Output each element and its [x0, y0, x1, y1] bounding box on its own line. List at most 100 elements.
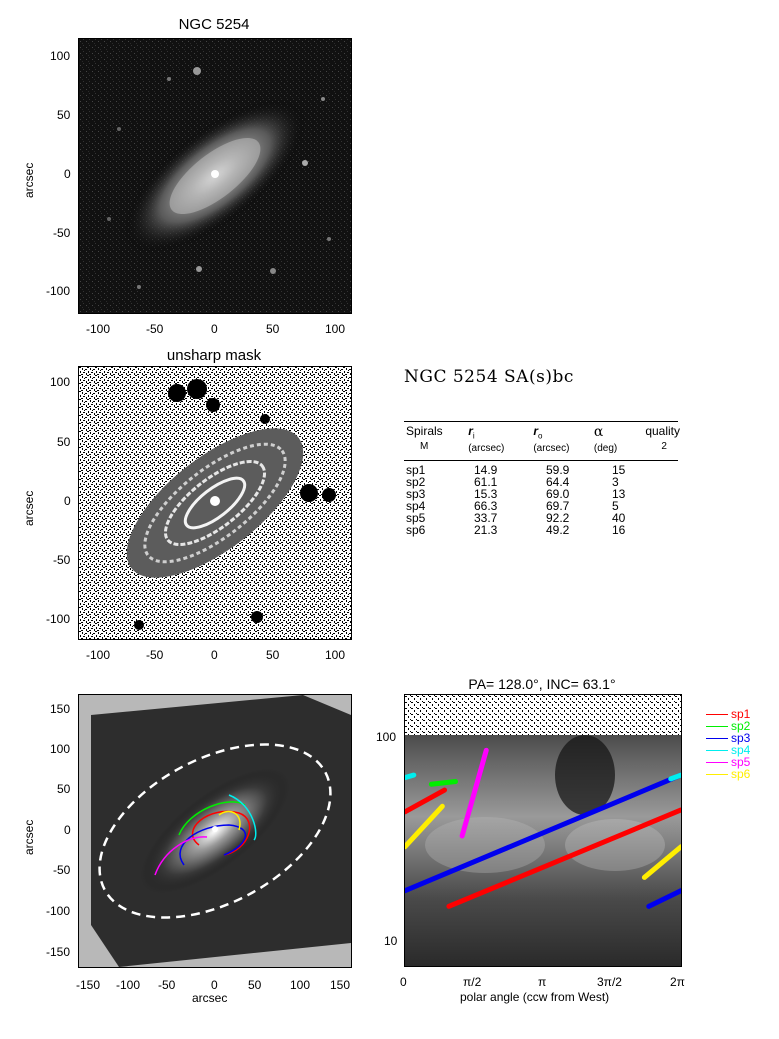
chart-title: PA= 128.0°, INC= 63.1°: [468, 676, 616, 692]
polar-xlabel: polar angle (ccw from West): [460, 990, 610, 1004]
sp5-segment: [459, 747, 489, 839]
row-ri: 14.9: [474, 463, 498, 477]
ytick: -50: [53, 226, 71, 240]
sp6-segment: [641, 844, 681, 880]
sp3-segment: [405, 772, 681, 894]
table-row: sp2 61.1 64.4 3: [402, 476, 684, 488]
table-row: sp4 66.3 69.7 5: [402, 500, 684, 512]
panel1-ylabel: arcsec: [22, 162, 36, 198]
table-row: sp6 21.3 49.2 16: [402, 524, 684, 536]
xtick: 150: [330, 978, 351, 992]
xtick: 50: [248, 978, 262, 992]
xtick: 100: [325, 648, 346, 662]
xtick: 100: [290, 978, 311, 992]
row-alpha: 16: [612, 523, 626, 537]
galaxy-image-unsharp: [78, 366, 352, 640]
row-alpha: 5: [612, 499, 619, 513]
col-ri-header: ri (arcsec): [468, 424, 505, 455]
ytick: 100: [50, 375, 71, 389]
row-ri: 66.3: [474, 499, 498, 513]
ytick: 100: [50, 742, 71, 756]
xtick: π/2: [463, 975, 482, 989]
xtick: -100: [86, 648, 111, 662]
table-row: sp3 15.3 69.0 13: [402, 488, 684, 500]
row-alpha: 3: [612, 475, 619, 489]
table-top-rule: [404, 421, 678, 422]
row-name: sp6: [406, 523, 426, 537]
ytick: -50: [53, 863, 71, 877]
ytick: -50: [53, 553, 71, 567]
xtick: 0: [211, 322, 218, 336]
panel-title-ngc5254: NGC 5254: [178, 16, 250, 33]
row-name: sp4: [406, 499, 426, 513]
xtick: -150: [76, 978, 101, 992]
row-ro: 64.4: [546, 475, 570, 489]
ytick: 10: [384, 934, 398, 948]
ytick: -100: [46, 284, 71, 298]
col-ro-header: ro (arcsec): [533, 424, 570, 455]
legend-label-sp5: sp5: [731, 755, 751, 769]
sp2-segment: [428, 779, 459, 787]
spiral-parameters-table: Spirals M ri (arcsec) ro (arcsec) α (deg) qu…: [402, 424, 684, 454]
galaxy-unsharp-svg: [79, 367, 351, 639]
legend-label-sp4: sp4: [731, 743, 751, 757]
sp1-segment: [405, 787, 448, 815]
xtick: 50: [266, 322, 280, 336]
table-row: sp5 33.7 92.2 40: [402, 512, 684, 524]
legend-swatch-sp4: [706, 750, 728, 751]
ytick: 0: [64, 494, 71, 508]
ytick: 100: [50, 49, 71, 63]
ytick: 0: [64, 823, 71, 837]
row-ro: 49.2: [546, 523, 570, 537]
xtick: 2π: [670, 975, 685, 989]
sp3-segment: [646, 888, 681, 909]
row-alpha: 15: [612, 463, 626, 477]
col-alpha-header: α (deg): [593, 424, 618, 454]
row-ri: 33.7: [474, 511, 498, 525]
xtick: 0: [211, 978, 218, 992]
ytick: -100: [46, 904, 71, 918]
col-spirals-header: Spirals M: [406, 424, 443, 452]
legend-label-sp6: sp6: [731, 767, 751, 781]
table-header-row: Spirals M ri (arcsec) ro (arcsec) α (deg) qu…: [402, 424, 684, 454]
row-name: sp5: [406, 511, 426, 525]
xtick: -100: [116, 978, 141, 992]
legend-swatch-sp2: [706, 726, 728, 727]
ytick: -100: [46, 612, 71, 626]
sp1-segment: [446, 807, 681, 909]
polar-chart-frame: [404, 694, 682, 967]
ytick: 50: [57, 782, 71, 796]
table-row: sp1 14.9 59.9 15: [402, 464, 684, 476]
row-ri: 21.3: [474, 523, 498, 537]
panel3-ylabel: arcsec: [22, 819, 36, 855]
row-ro: 92.2: [546, 511, 570, 525]
row-ro: 59.9: [546, 463, 570, 477]
spiral-rows: sp1 14.9 59.9 15 sp2 61.1 64.4 3 sp3 15.3 69.0 13…: [402, 464, 684, 536]
galaxy-image-overlay: [78, 694, 352, 968]
galaxy-overlay-svg: [79, 695, 351, 967]
row-alpha: 13: [612, 487, 626, 501]
xtick: -100: [86, 322, 111, 336]
ytick: 50: [57, 108, 71, 122]
xtick: 50: [266, 648, 280, 662]
row-ri: 15.3: [474, 487, 498, 501]
panel-title-unsharp-mask: unsharp mask: [166, 347, 262, 364]
row-ri: 61.1: [474, 475, 498, 489]
xtick: -50: [158, 978, 176, 992]
legend-swatch-sp6: [706, 774, 728, 775]
panel3-xlabel: arcsec: [192, 991, 228, 1005]
sp4-segment: [405, 772, 417, 781]
table-header-rule: [404, 460, 678, 461]
galaxy-classification-heading: NGC 5254 SA(s)bc: [404, 367, 574, 387]
galaxy-raw-svg: [79, 39, 351, 313]
ytick: 100: [376, 730, 397, 744]
polar-chart-svg: [405, 695, 681, 966]
legend-label-sp3: sp3: [731, 731, 751, 745]
xtick: 0: [211, 648, 218, 662]
row-name: sp1: [406, 463, 426, 477]
legend-swatch-sp1: [706, 714, 728, 715]
row-alpha: 40: [612, 511, 626, 525]
panel2-ylabel: arcsec: [22, 490, 36, 526]
row-name: sp2: [406, 475, 426, 489]
ytick: 150: [50, 702, 71, 716]
